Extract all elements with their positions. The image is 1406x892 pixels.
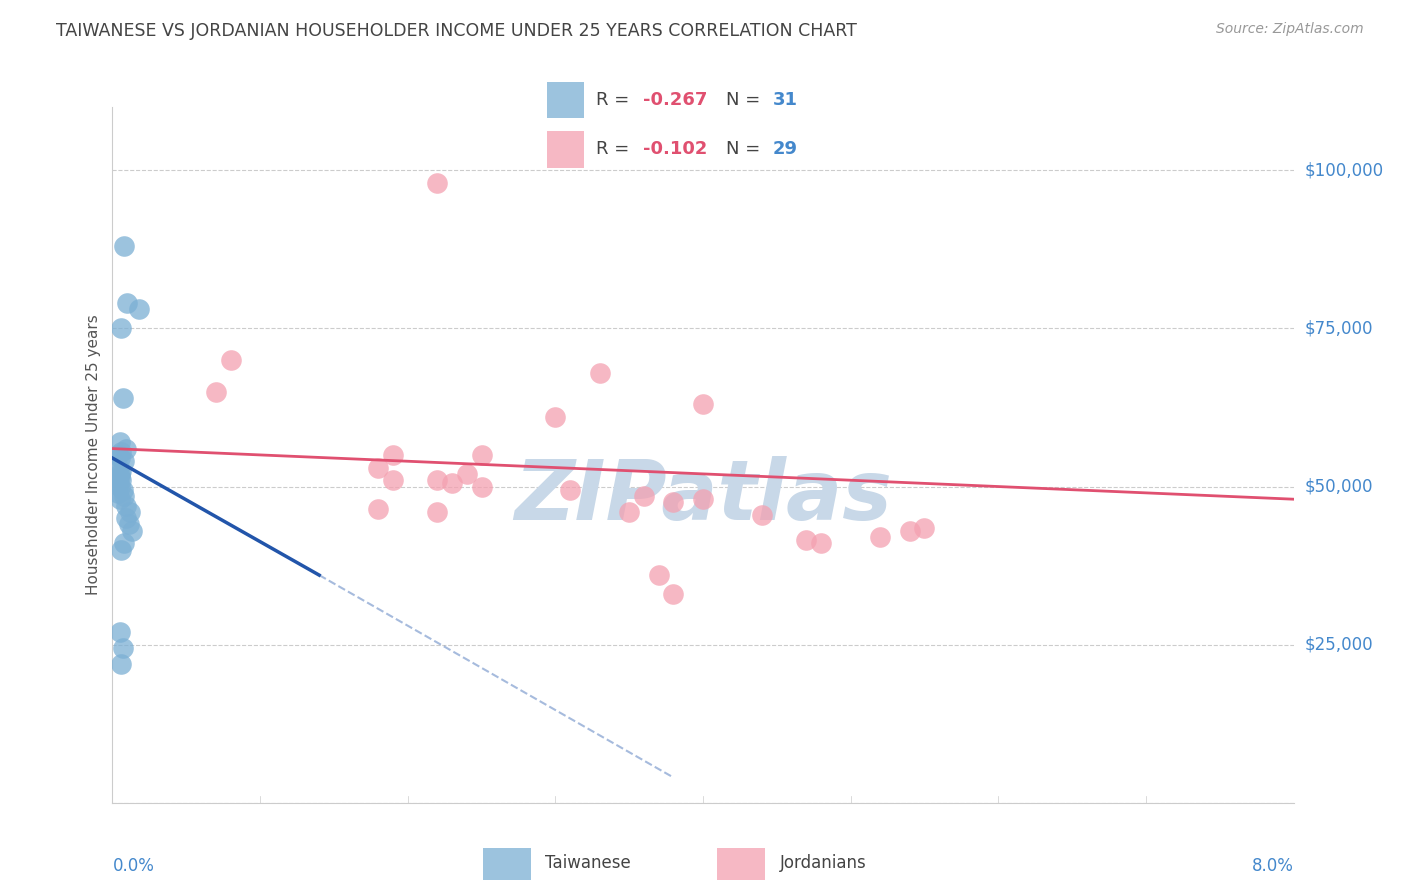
- Point: [647, 568, 671, 582]
- Text: ZIPatlas: ZIPatlas: [515, 456, 891, 537]
- Point: [108, 467, 131, 481]
- Point: [108, 435, 131, 450]
- Point: [112, 454, 135, 468]
- Point: [110, 657, 132, 671]
- Point: [107, 448, 129, 462]
- Point: [117, 296, 138, 310]
- Point: [426, 473, 449, 487]
- Point: [471, 479, 494, 493]
- Text: -0.267: -0.267: [643, 91, 707, 109]
- Point: [810, 536, 832, 550]
- Point: [441, 476, 464, 491]
- Point: [619, 505, 641, 519]
- Point: [121, 524, 143, 538]
- Text: $75,000: $75,000: [1305, 319, 1374, 337]
- Text: Source: ZipAtlas.com: Source: ZipAtlas.com: [1216, 22, 1364, 37]
- Text: 29: 29: [772, 141, 797, 159]
- Point: [108, 451, 131, 466]
- Point: [898, 524, 921, 538]
- Point: [114, 499, 136, 513]
- Text: R =: R =: [596, 91, 636, 109]
- Point: [107, 486, 129, 500]
- Text: $25,000: $25,000: [1305, 636, 1374, 654]
- Text: -0.102: -0.102: [643, 141, 707, 159]
- Bar: [717, 848, 765, 880]
- Y-axis label: Householder Income Under 25 years: Householder Income Under 25 years: [86, 315, 101, 595]
- Text: N =: N =: [725, 141, 766, 159]
- Point: [662, 587, 685, 601]
- Point: [751, 508, 773, 522]
- Point: [426, 176, 449, 190]
- Point: [111, 640, 134, 655]
- Point: [112, 536, 135, 550]
- Text: 31: 31: [772, 91, 797, 109]
- Point: [367, 501, 389, 516]
- Bar: [547, 82, 583, 119]
- Point: [544, 409, 567, 424]
- Point: [108, 479, 131, 493]
- Point: [560, 483, 582, 497]
- Text: 0.0%: 0.0%: [112, 856, 155, 874]
- Point: [692, 492, 714, 507]
- Text: R =: R =: [596, 141, 636, 159]
- Text: $100,000: $100,000: [1305, 161, 1384, 179]
- Point: [118, 517, 141, 532]
- Point: [367, 460, 389, 475]
- Point: [692, 397, 714, 411]
- Point: [471, 448, 494, 462]
- Point: [112, 239, 135, 253]
- Text: 8.0%: 8.0%: [1251, 856, 1294, 874]
- Point: [107, 460, 129, 475]
- Point: [110, 542, 132, 557]
- Point: [111, 391, 134, 405]
- Bar: [484, 848, 531, 880]
- Point: [796, 533, 818, 548]
- Point: [426, 505, 449, 519]
- Text: Jordanians: Jordanians: [779, 854, 866, 872]
- Point: [112, 489, 135, 503]
- Point: [108, 625, 131, 640]
- Point: [382, 473, 405, 487]
- Point: [456, 467, 478, 481]
- Point: [662, 495, 685, 509]
- Point: [114, 442, 136, 456]
- Text: Taiwanese: Taiwanese: [546, 854, 631, 872]
- Point: [114, 511, 136, 525]
- Point: [110, 444, 132, 458]
- Point: [110, 321, 132, 335]
- Point: [633, 489, 655, 503]
- Point: [128, 302, 150, 317]
- Point: [110, 473, 132, 487]
- Text: $50,000: $50,000: [1305, 477, 1374, 496]
- Point: [588, 366, 610, 380]
- Point: [108, 492, 131, 507]
- Point: [111, 483, 134, 497]
- Point: [219, 353, 242, 368]
- Point: [869, 530, 891, 544]
- Point: [382, 448, 405, 462]
- Point: [110, 464, 132, 478]
- Point: [107, 476, 129, 491]
- Text: TAIWANESE VS JORDANIAN HOUSEHOLDER INCOME UNDER 25 YEARS CORRELATION CHART: TAIWANESE VS JORDANIAN HOUSEHOLDER INCOM…: [56, 22, 858, 40]
- Bar: [547, 131, 583, 168]
- Point: [205, 384, 228, 399]
- Point: [914, 521, 936, 535]
- Text: N =: N =: [725, 91, 766, 109]
- Point: [120, 505, 142, 519]
- Point: [108, 470, 131, 484]
